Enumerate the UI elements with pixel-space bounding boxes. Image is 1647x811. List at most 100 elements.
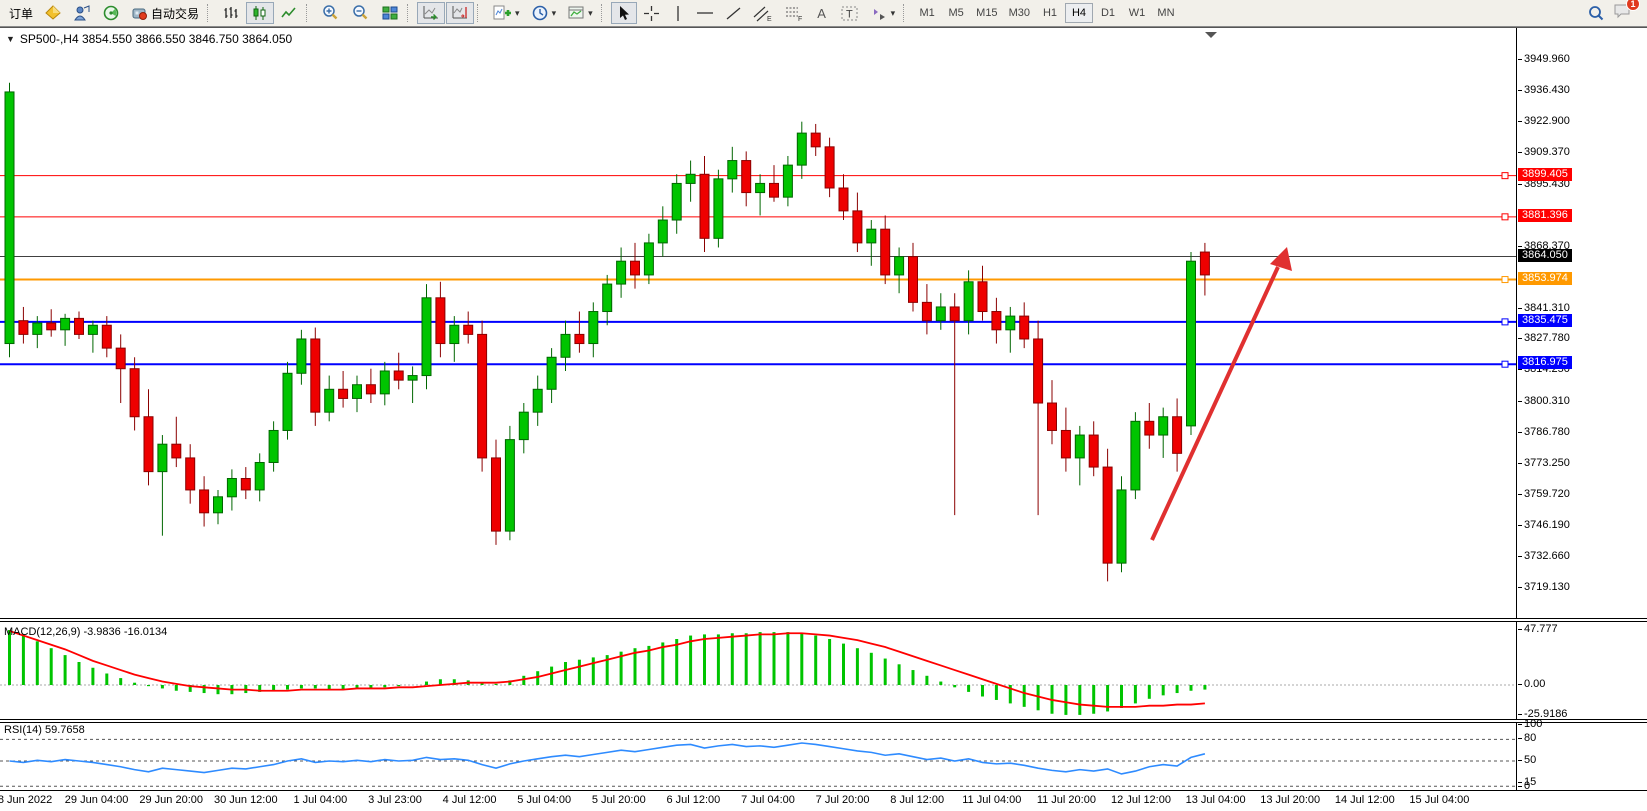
zoom-in-button[interactable] xyxy=(316,2,345,24)
candles xyxy=(4,82,1210,582)
timeframe-d1-button[interactable]: D1 xyxy=(1094,3,1122,23)
rsi-line xyxy=(9,742,1206,775)
macd-panel-separator[interactable] xyxy=(0,618,1647,622)
price-tick: 3800.310 xyxy=(1518,395,1570,408)
price-tick: 3732.660 xyxy=(1518,550,1570,563)
symbol-ohlc-text: SP500-,H4 3854.550 3866.550 3846.750 386… xyxy=(19,32,293,46)
indicators-button[interactable]: ▾ xyxy=(487,2,525,24)
text-tool-button[interactable]: A xyxy=(810,2,834,24)
svg-text:T: T xyxy=(846,8,853,20)
tile-windows-button[interactable] xyxy=(376,2,404,24)
time-tick: 5 Jul 04:00 xyxy=(517,794,572,806)
level-price-tag: 3881.396 xyxy=(1518,208,1572,222)
text-label-tool-button[interactable]: T xyxy=(835,2,864,24)
price-tick: 3922.900 xyxy=(1518,114,1570,127)
chart-shift-button[interactable] xyxy=(446,2,475,24)
price-tick: 3719.130 xyxy=(1518,581,1570,593)
timeframe-w1-button[interactable]: W1 xyxy=(1123,3,1151,23)
data-window-button[interactable] xyxy=(68,2,96,24)
time-axis[interactable]: 28 Jun 2022 29 Jun 04:00 29 Jun 20:00 30 Ju… xyxy=(0,791,1647,811)
timeframe-mn-button[interactable]: MN xyxy=(1152,3,1180,23)
auto-trading-label: 自动交易 xyxy=(151,6,200,21)
dropdown-caret-icon: ▾ xyxy=(551,7,557,18)
time-tick: 3 Jul 23:00 xyxy=(368,794,422,806)
time-tick: 11 Jul 20:00 xyxy=(1036,794,1096,806)
toolbar-handle xyxy=(600,4,606,22)
price-tick: 3936.430 xyxy=(1518,83,1570,96)
auto-trading-button[interactable]: 自动交易 xyxy=(126,2,204,24)
ohlc-bars-icon xyxy=(224,7,238,18)
toolbar-handle xyxy=(477,4,482,22)
main-price-chart[interactable] xyxy=(0,28,1516,618)
macd-label: MACD(12,26,9) -3.9836 -16.0134 xyxy=(4,626,168,638)
price-axis-border xyxy=(1516,28,1517,790)
cursor-tool-button[interactable] xyxy=(610,2,637,24)
arrows-tool-button[interactable]: ▾ xyxy=(865,2,901,24)
timeframe-m30-button[interactable]: M30 xyxy=(1004,3,1035,23)
macd-axis-tick: -25.9186 xyxy=(1517,707,1568,720)
new-order-button[interactable]: 订单 xyxy=(4,2,38,24)
letter-a-icon: A xyxy=(817,5,826,21)
chart-title: ▼ SP500-,H4 3854.550 3866.550 3846.750 3… xyxy=(6,32,292,46)
time-tick: 14 Jul 12:00 xyxy=(1334,794,1395,806)
level-handle xyxy=(1501,360,1509,368)
timeframe-m5-button[interactable]: M5 xyxy=(942,3,970,23)
timeframe-h1-button[interactable]: H1 xyxy=(1036,3,1064,23)
tile-windows-icon xyxy=(382,6,398,20)
price-tick: 3786.780 xyxy=(1518,426,1570,439)
level-handle xyxy=(1501,318,1509,326)
horizontal-line-icon xyxy=(696,12,713,14)
bar-chart-mode-button[interactable] xyxy=(217,2,245,24)
rsi-label: RSI(14) 59.7658 xyxy=(4,724,85,736)
svg-text:E: E xyxy=(767,16,772,22)
arrow-annotation-head xyxy=(1270,247,1292,271)
fibonacci-icon: F xyxy=(785,7,802,22)
macd-signal-line xyxy=(9,630,1205,708)
crosshair-tool-button[interactable] xyxy=(638,2,665,24)
vertical-line-tool-button[interactable] xyxy=(666,2,690,24)
price-tick: 3759.720 xyxy=(1518,488,1570,501)
gold-diamond-icon xyxy=(45,5,61,20)
person-chart-icon xyxy=(74,5,90,21)
auto-scroll-icon xyxy=(423,6,439,20)
one-click-trading-icon[interactable]: ▼ xyxy=(6,34,15,44)
level-handle xyxy=(1501,213,1509,221)
fibonacci-tool-button[interactable]: F xyxy=(779,2,809,24)
timeframe-h4-button[interactable]: H4 xyxy=(1064,3,1093,23)
candle-chart-mode-button[interactable] xyxy=(246,2,275,24)
rsi-panel[interactable] xyxy=(0,723,1516,790)
notifications-button[interactable]: 1 xyxy=(1613,0,1640,25)
notification-badge: 1 xyxy=(1626,0,1640,11)
news-button[interactable] xyxy=(97,2,125,24)
templates-button[interactable]: ▾ xyxy=(562,2,598,24)
rsi-axis-tick: 0 xyxy=(1517,780,1531,792)
rsi-panel-separator[interactable] xyxy=(0,719,1647,723)
macd-axis-tick: 0.00 xyxy=(1517,678,1546,690)
dropdown-caret-icon: ▾ xyxy=(890,7,896,18)
price-axis[interactable]: 3949.960 3936.430 3922.900 3909.370 3895.430… xyxy=(1517,0,1647,792)
search-icon[interactable] xyxy=(1587,4,1605,22)
channel-tool-button[interactable]: E xyxy=(748,2,778,24)
time-tick: 29 Jun 20:00 xyxy=(139,794,203,806)
svg-text:F: F xyxy=(798,16,802,22)
add-indicator-icon xyxy=(493,5,512,20)
price-tick: 3895.430 xyxy=(1518,177,1570,190)
time-tick: 1 Jul 04:00 xyxy=(293,794,348,806)
macd-panel[interactable] xyxy=(0,622,1516,719)
equidistant-channel-icon: E xyxy=(753,6,772,22)
periods-button[interactable]: ▾ xyxy=(526,2,562,24)
trendline-tool-button[interactable] xyxy=(720,2,747,24)
timeframe-m1-button[interactable]: M1 xyxy=(913,3,941,23)
level-price-tag: 3835.475 xyxy=(1518,313,1572,327)
line-chart-mode-button[interactable] xyxy=(275,2,303,24)
price-tick: 3773.250 xyxy=(1518,457,1570,470)
auto-scroll-button[interactable] xyxy=(417,2,446,24)
level-price-tag: 3853.974 xyxy=(1518,271,1572,285)
market-watch-button[interactable] xyxy=(39,2,67,24)
timeframe-group: M1 M5 M15 M30 H1 H4 D1 W1 MN xyxy=(913,3,1180,23)
dropdown-caret-icon: ▾ xyxy=(588,7,593,18)
timeframe-m15-button[interactable]: M15 xyxy=(971,3,1002,23)
time-tick: 28 Jun 2022 xyxy=(0,794,53,806)
horizontal-line-tool-button[interactable] xyxy=(691,2,719,24)
zoom-out-button[interactable] xyxy=(346,2,375,24)
